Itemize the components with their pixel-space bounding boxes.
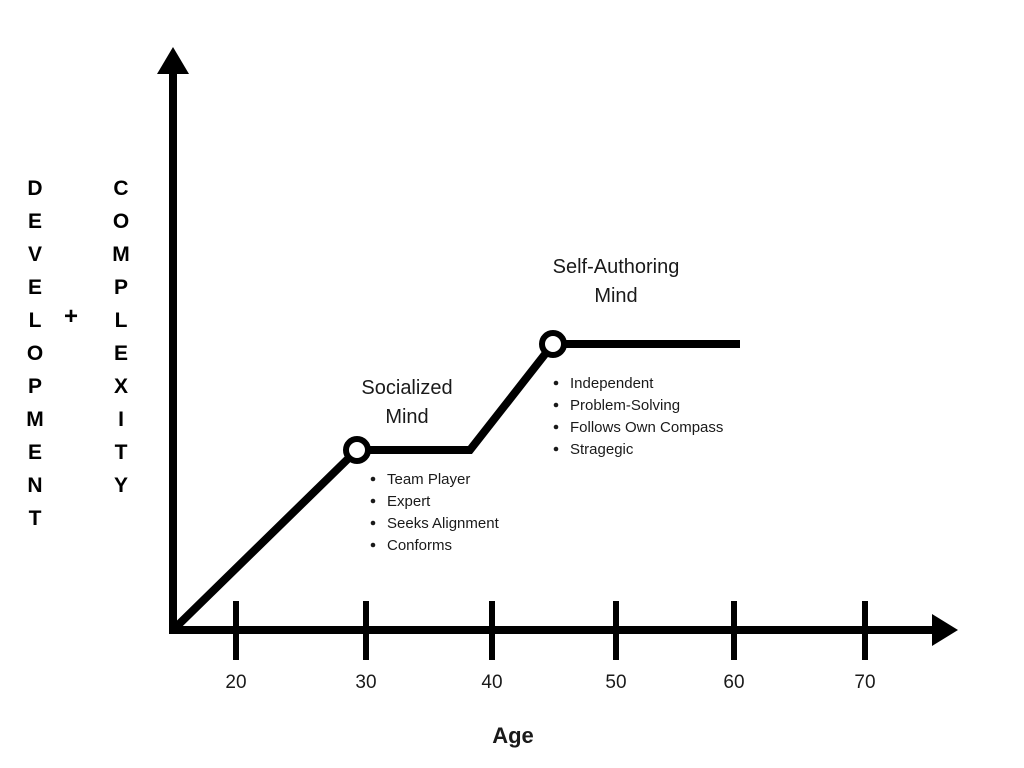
bullet-dot [370,476,376,482]
self-authoring-mind-bullets: Independent Problem-Solving Follows Own … [553,375,723,458]
self-authoring-mind-title-line-2: Mind [594,285,637,307]
y-axis-label-complexity-letter: P [113,276,128,299]
self-authoring-bullet-1: Independent [570,375,654,392]
bullet-dot [553,380,559,386]
y-axis-label-complexity-letter: E [113,342,128,365]
tick-label-50: 50 [605,672,626,693]
bullet-dot [553,446,559,452]
tick-label-60: 60 [723,672,744,693]
tick-label-40: 40 [481,672,502,693]
y-axis-label-development-letter: P [27,375,42,398]
self-authoring-bullet-2: Problem-Solving [570,397,680,414]
y-axis-label-development-letter: V [27,243,42,266]
x-axis-tick-labels: 20 30 40 50 60 70 [225,672,875,693]
bullet-dot [370,542,376,548]
tick-label-20: 20 [225,672,246,693]
y-axis-label-plus: + [64,303,79,330]
socialized-mind-title-line-1: Socialized [361,377,452,399]
y-axis-label-complexity-letter: O [112,210,130,233]
y-axis-label-complexity-letter: L [114,309,128,332]
self-authoring-bullet-4: Stragegic [570,441,634,458]
self-authoring-mind-title-line-1: Self-Authoring [553,256,680,278]
socialized-bullet-4: Conforms [387,537,452,554]
socialized-bullet-2: Expert [387,493,431,510]
y-axis-label-complexity-letter: I [118,408,124,431]
x-axis-ticks [233,601,868,660]
y-axis-label-complexity-letter: Y [113,474,128,497]
y-axis-label-development-letter: M [26,408,44,431]
socialized-mind-title-line-2: Mind [385,406,428,428]
y-axis-label-development-letter: E [27,441,42,464]
x-axis-title: Age [492,723,534,748]
y-axis-label-development-letter: L [28,309,42,332]
x-axis-arrowhead [932,614,958,646]
y-axis-label-complexity-letter: C [113,177,129,200]
y-axis-label-development-letter: T [28,507,42,530]
bullet-dot [553,402,559,408]
socialized-bullet-3: Seeks Alignment [387,515,500,532]
y-axis-arrowhead [157,47,189,74]
self-authoring-mind-marker [539,330,567,358]
tick-label-70: 70 [854,672,875,693]
development-path-line [170,340,740,633]
bullet-dot [370,520,376,526]
tick-label-30: 30 [355,672,376,693]
socialized-mind-bullets: Team Player Expert Seeks Alignment Confo… [370,471,500,554]
y-axis-label-development-letter: O [26,342,44,365]
y-axis-label-development-letter: N [27,474,43,497]
y-axis-label-complexity-letter: X [113,375,128,398]
socialized-bullet-1: Team Player [387,471,470,488]
y-axis-label-complexity-letter: M [112,243,130,266]
y-axis-label-development-letter: E [27,276,42,299]
y-axis-label-development-letter: D [27,177,43,200]
y-axis-label-development-letter: E [27,210,42,233]
bullet-dot [370,498,376,504]
self-authoring-bullet-3: Follows Own Compass [570,419,723,436]
bullet-dot [553,424,559,430]
socialized-mind-marker [343,436,371,464]
y-axis-label-complexity-letter: T [114,441,128,464]
